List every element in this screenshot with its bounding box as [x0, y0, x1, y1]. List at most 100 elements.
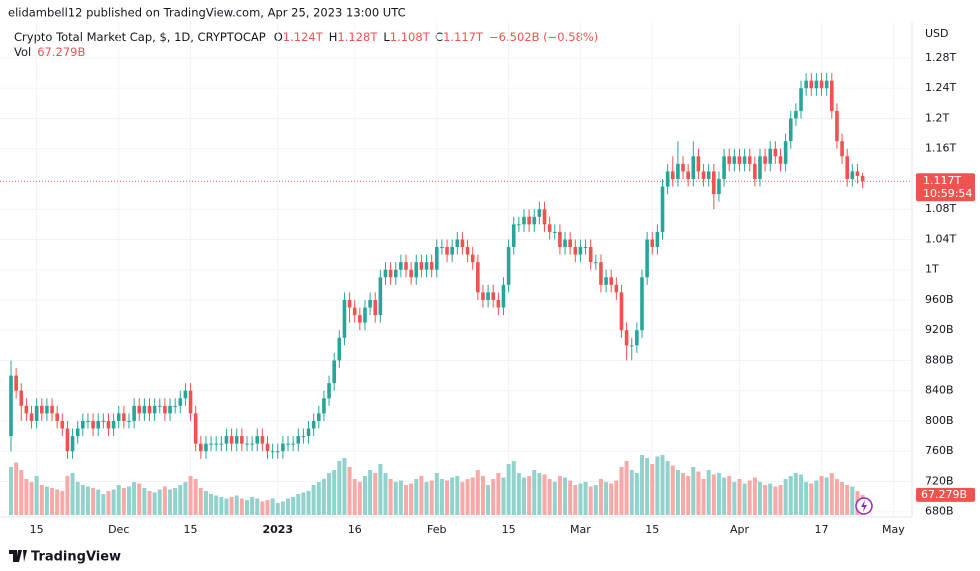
- candle-body: [845, 156, 849, 179]
- volume-bar: [778, 485, 783, 515]
- candle-body: [342, 299, 347, 338]
- candle-body: [152, 405, 157, 414]
- candle-body: [81, 420, 85, 429]
- candle-body: [804, 80, 808, 89]
- volume-bar: [14, 462, 19, 515]
- volume-bar: [347, 467, 352, 515]
- candle-body: [250, 443, 254, 445]
- volume-bar: [686, 476, 691, 515]
- volume-bar: [701, 479, 706, 515]
- candles: [9, 73, 865, 459]
- countdown: 10:59:54: [923, 187, 972, 200]
- candle-body: [204, 443, 208, 452]
- candle-body: [501, 284, 506, 308]
- last-price-label: 1.117T: [923, 174, 961, 187]
- candle-body: [34, 405, 39, 421]
- volume-bar: [270, 498, 275, 515]
- candle-body: [224, 436, 229, 444]
- volume-bar: [650, 464, 655, 515]
- y-tick-label: 760B: [925, 444, 954, 457]
- volume-bar: [75, 482, 80, 515]
- volume-bar: [711, 474, 716, 515]
- candle-body: [409, 269, 413, 278]
- candle-body: [127, 420, 131, 422]
- volume-bar: [527, 476, 532, 515]
- x-tick-label: 16: [348, 523, 362, 536]
- candle-body: [219, 443, 224, 445]
- candle-body: [747, 156, 752, 164]
- candle-body: [45, 405, 49, 414]
- candle-body: [358, 315, 362, 323]
- volume-bar: [296, 494, 301, 515]
- candle-body: [712, 171, 716, 195]
- candle-body: [383, 269, 388, 278]
- candle-body: [434, 247, 439, 270]
- candle-body: [599, 262, 603, 285]
- candle-body: [506, 247, 511, 285]
- candle-body: [635, 330, 639, 346]
- y-tick-label: 880B: [925, 353, 954, 366]
- volume-bar: [716, 473, 721, 515]
- volume-bar: [203, 491, 208, 515]
- candle-body: [763, 156, 767, 164]
- y-tick-label: 1.24T: [925, 81, 956, 94]
- volume-bars: [9, 455, 865, 515]
- candle-body: [296, 436, 301, 444]
- candle-body: [563, 239, 567, 248]
- volume-bar: [768, 483, 773, 515]
- volume-bar: [604, 482, 609, 515]
- volume-bar: [532, 470, 537, 515]
- volume-bar: [224, 498, 229, 515]
- volume-bar: [50, 488, 55, 515]
- volume-bar: [147, 491, 152, 515]
- volume-bar: [824, 477, 829, 515]
- candle-body: [742, 156, 747, 164]
- candle-body: [491, 292, 496, 300]
- candle-body: [481, 292, 485, 300]
- volume-bar: [593, 485, 598, 515]
- volume-bar: [337, 461, 342, 515]
- y-tick-label: 1.04T: [925, 232, 956, 245]
- candle-body: [29, 413, 34, 421]
- volume-bar: [332, 470, 337, 515]
- legend-line: Crypto Total Market Cap, $, 1D, CRYPTOCA…: [14, 30, 598, 44]
- volume-bar: [321, 479, 326, 515]
- volume-bar: [419, 476, 424, 515]
- candle-body: [732, 156, 737, 164]
- volume-bar: [506, 464, 511, 515]
- volume-bar: [475, 470, 480, 515]
- y-tick-label: 1.2T: [925, 111, 949, 124]
- alert-bolt: [861, 500, 867, 512]
- candle-body: [163, 405, 167, 414]
- volume-bar: [306, 491, 311, 515]
- volume-bar: [542, 474, 547, 515]
- candle-body: [373, 299, 378, 316]
- candle-body: [24, 405, 29, 414]
- volume-legend: Vol 67.279B: [14, 45, 85, 59]
- y-tick-label: 720B: [925, 474, 954, 487]
- candle-body: [835, 110, 839, 142]
- volume-bar: [9, 467, 13, 515]
- x-tick-label: Apr: [730, 523, 750, 536]
- volume-bar: [763, 485, 768, 515]
- volume-bar: [634, 473, 639, 515]
- candle-body: [9, 375, 13, 437]
- volume-bar: [496, 473, 501, 515]
- candle-body: [116, 413, 121, 421]
- volume-bar: [511, 461, 516, 515]
- candle-body: [753, 163, 757, 179]
- candle-body: [291, 443, 295, 445]
- volume-bar: [301, 492, 306, 515]
- volume-bar: [747, 480, 752, 515]
- volume-bar: [173, 488, 178, 515]
- candle-body: [445, 247, 449, 255]
- candle-body: [706, 171, 711, 179]
- candle-body: [168, 405, 172, 414]
- x-tick-label: Dec: [108, 523, 129, 536]
- x-tick-label: 15: [645, 523, 659, 536]
- volume-bar: [681, 473, 686, 515]
- volume-bar: [80, 485, 85, 515]
- candle-body: [558, 231, 562, 248]
- volume-bar: [44, 486, 49, 515]
- candle-body: [670, 171, 675, 179]
